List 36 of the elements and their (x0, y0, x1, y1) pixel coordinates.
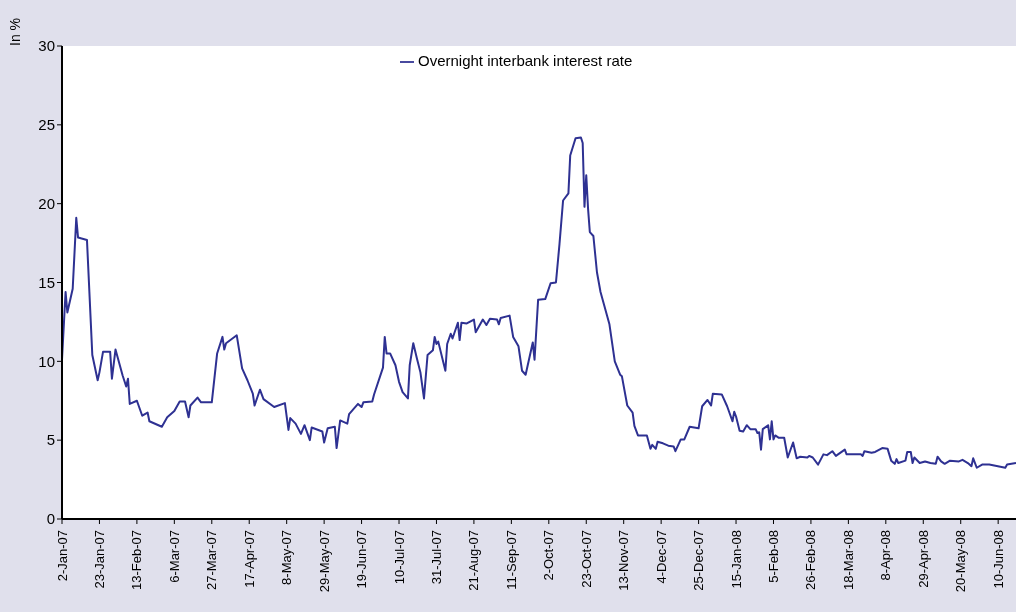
x-tick-label: 18-Mar-08 (840, 530, 856, 590)
x-tick-label: 25-Dec-07 (691, 530, 707, 591)
x-tick-label: 8-Apr-08 (878, 530, 894, 581)
x-tick-label: 6-Mar-07 (166, 530, 182, 583)
x-tick-label: 31-Jul-07 (428, 530, 444, 585)
x-tick-label: 29-May-07 (316, 530, 332, 593)
x-tick-label: 27-Mar-07 (204, 530, 220, 590)
y-tick-label: 15 (38, 273, 55, 291)
x-tick-label: 11-Sep-07 (503, 530, 519, 590)
x-tick-label: 26-Feb-08 (803, 530, 819, 590)
y-tick-label: 5 (46, 431, 55, 449)
legend-label: Overnight interbank interest rate (418, 52, 633, 69)
y-tick-label: 20 (38, 194, 55, 212)
x-tick-label: 2-Oct-07 (541, 530, 557, 581)
x-tick-label: 8-May-07 (279, 530, 295, 585)
x-tick-label: 13-Nov-07 (616, 530, 632, 591)
x-tick-label: 21-Aug-07 (466, 530, 482, 591)
y-tick-label: 0 (46, 510, 55, 528)
y-tick-label: 30 (38, 37, 55, 55)
x-tick-label: 4-Dec-07 (653, 530, 669, 584)
x-tick-label: 23-Oct-07 (578, 530, 594, 588)
x-tick-label: 29-Apr-08 (915, 530, 931, 588)
y-tick-label: 25 (38, 116, 55, 134)
x-tick-label: 2-Jan-07 (54, 530, 70, 582)
x-tick-label: 19-Jun-07 (354, 530, 370, 589)
x-tick-label: 20-May-08 (953, 530, 969, 593)
y-axis-title: In % (7, 17, 23, 46)
line-series (62, 136, 1016, 469)
x-tick-label: 5-Feb-08 (765, 530, 781, 583)
x-tick-label: 10-Jun-08 (990, 530, 1006, 589)
y-tick-label: 10 (38, 352, 55, 370)
x-tick-label: 10-Jul-07 (391, 530, 407, 585)
x-tick-label: 23-Jan-07 (91, 530, 107, 589)
x-tick-label: 15-Jan-08 (728, 530, 744, 589)
x-tick-label: 17-Apr-07 (241, 530, 257, 588)
x-tick-label: 13-Feb-07 (129, 530, 145, 590)
